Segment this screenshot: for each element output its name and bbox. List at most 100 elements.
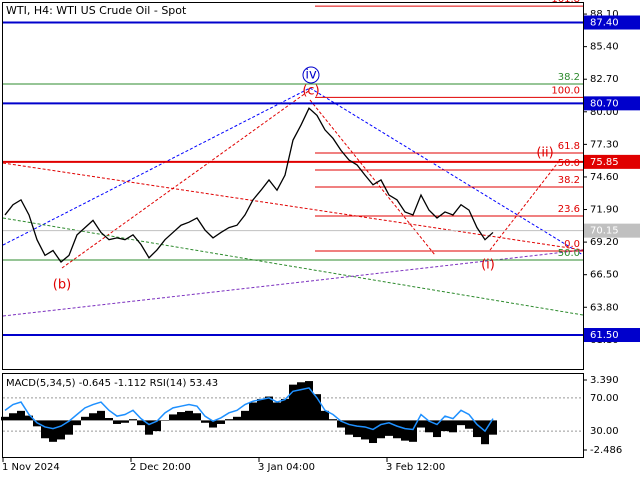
macd-bar: [185, 410, 193, 421]
macd-bar: [409, 420, 417, 442]
macd-bar: [257, 398, 265, 421]
price-marker-label: 70.15: [590, 226, 619, 237]
data: [1, 107, 497, 445]
chart-title: WTI, H4: WTI US Crude Oil - Spot: [6, 4, 187, 17]
wave-label: (i): [481, 258, 495, 273]
macd-bar: [465, 420, 473, 429]
macd-bar: [241, 410, 249, 421]
y-tick-label: 63.80: [590, 302, 619, 313]
trend-line: [309, 99, 436, 256]
macd-bar: [481, 420, 489, 445]
y-tick-label: -2.486: [590, 445, 622, 456]
y-tick-label: 74.60: [590, 172, 619, 183]
macd-bar: [169, 414, 177, 421]
green-level-label: 38.2: [558, 72, 580, 83]
macd-bar: [1, 416, 9, 421]
fib-level-label: 61.8: [558, 141, 580, 152]
indicator-title: MACD(5,34,5) -0.645 -1.112 RSI(14) 53.43: [6, 378, 218, 389]
macd-bar: [265, 396, 273, 421]
trend-line: [2, 217, 584, 316]
macd-bar: [105, 418, 113, 421]
macd-bar: [81, 416, 89, 421]
macd-bar: [201, 420, 209, 423]
x-tick-label: 1 Nov 2024: [2, 462, 60, 473]
y-tick-label: 82.70: [590, 74, 619, 85]
wave-label: (c): [302, 84, 319, 99]
macd-bar: [41, 420, 49, 439]
trend-line: [2, 162, 584, 251]
macd-bar: [473, 420, 481, 438]
x-tick-label: 3 Jan 04:00: [258, 462, 315, 473]
macd-bar: [17, 410, 25, 421]
y2-tick-label: 70.00: [590, 393, 619, 404]
price-marker: [584, 15, 640, 30]
macd-bar: [321, 410, 329, 421]
macd-bar: [193, 413, 201, 421]
price-marker-label: 80.70: [590, 98, 619, 109]
wave-circle: [302, 66, 320, 84]
macd-bar: [313, 394, 321, 421]
macd-bar: [361, 420, 369, 440]
macd-bar: [457, 420, 465, 426]
macd-bar: [249, 402, 257, 421]
labels: 88.10 85.40 82.70 80.00 77.30 74.60 71.90 69.20…: [2, 0, 640, 473]
fib-level-label: 23.6: [558, 204, 580, 215]
green-level-label: 50.0: [558, 248, 580, 259]
indicator-panel-frame: [2, 373, 584, 458]
macd-bar: [401, 420, 409, 441]
trend-line: [489, 159, 561, 251]
macd-bar: [161, 420, 169, 421]
macd-bar: [145, 420, 153, 435]
macd-bar: [209, 420, 217, 428]
macd-bar: [217, 420, 225, 424]
x-tick-label: 3 Feb 12:00: [386, 462, 445, 473]
macd-bar: [273, 402, 281, 421]
macd-bar: [153, 420, 161, 432]
macd-bar: [113, 420, 121, 424]
macd-bar: [297, 382, 305, 421]
wave-label: (b): [53, 278, 71, 293]
y-tick-label: 80.00: [590, 107, 619, 118]
price-line: [4, 107, 494, 263]
fib-level-label: 100.0: [551, 85, 580, 96]
price-marker: [584, 96, 640, 111]
fib-level-label: 50.0: [558, 158, 580, 169]
macd-bar: [25, 415, 33, 421]
fib-level-label: 161.8: [551, 0, 580, 5]
macd-bar: [57, 420, 65, 440]
macd-bar: [137, 420, 145, 426]
macd-bar: [305, 381, 313, 421]
macd-bar: [417, 420, 425, 428]
trend-line: [309, 87, 584, 256]
macd-bar: [489, 420, 497, 435]
wave-label: iv: [305, 68, 317, 83]
wave-label: (ii): [536, 146, 553, 161]
macd-bar: [129, 419, 137, 421]
macd-bar: [97, 410, 105, 421]
macd-bar: [289, 384, 297, 421]
y-tick-label: 71.90: [590, 205, 619, 216]
trend-line: [2, 249, 584, 317]
macd-bar: [73, 420, 81, 426]
trend-lines: [2, 87, 584, 317]
fib-level-label: 38.2: [558, 175, 580, 186]
macd-bar: [121, 420, 129, 423]
trend-line: [2, 87, 311, 246]
macd-bar: [425, 420, 433, 433]
macd-bar: [433, 420, 441, 438]
macd-bar: [89, 413, 97, 421]
macd-bar: [441, 420, 449, 432]
price-marker: [584, 154, 640, 169]
y-tick-label: 66.50: [590, 270, 619, 281]
macd-bar: [177, 412, 185, 421]
levels: [3, 5, 587, 432]
price-marker: [584, 328, 640, 343]
macd-bar: [233, 416, 241, 421]
macd-bar: [393, 420, 401, 439]
y-tick-label: 88.10: [590, 9, 619, 20]
macd-bar: [449, 420, 457, 433]
macd-bar: [377, 420, 385, 439]
macd-bar: [9, 413, 17, 421]
macd-bar: [329, 419, 337, 421]
